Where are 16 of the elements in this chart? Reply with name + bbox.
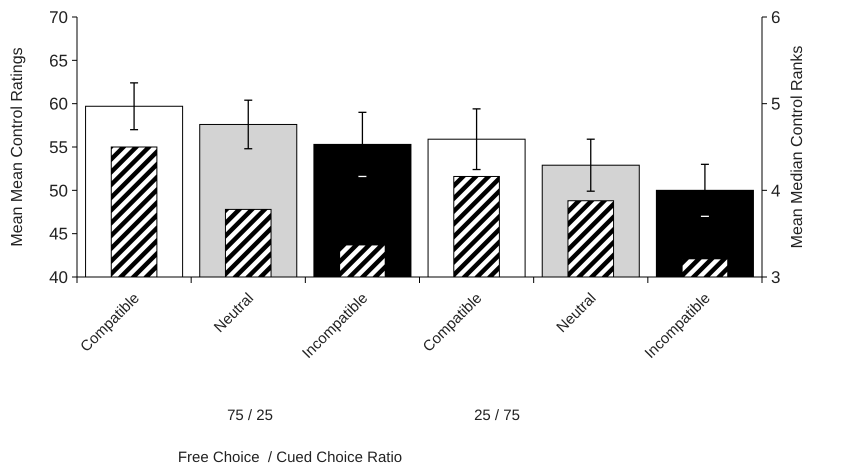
y2-tick-label: 6	[771, 8, 780, 27]
text: 75 / 25	[227, 407, 273, 424]
y-tick-label: 45	[49, 224, 68, 244]
y-tick-label: 40	[49, 268, 68, 287]
y-tick-label: 55	[49, 138, 68, 157]
y-axis-title: Mean Mean Control Ratings	[9, 47, 26, 247]
y2-tick-label: 5	[771, 94, 780, 114]
y-tick-label: 65	[49, 51, 68, 70]
y2-tick-label: 4	[771, 181, 780, 200]
y2-tick-label: 3	[771, 268, 780, 287]
text: Free Choice / Cued Choice Ratio	[178, 449, 402, 466]
y-tick-label: 60	[49, 94, 68, 114]
y2-axis-title: Mean Median Control Ranks	[789, 46, 806, 248]
y-tick-label: 70	[49, 8, 68, 27]
text: 25 / 75	[474, 407, 520, 424]
y-tick-label: 50	[49, 181, 68, 200]
